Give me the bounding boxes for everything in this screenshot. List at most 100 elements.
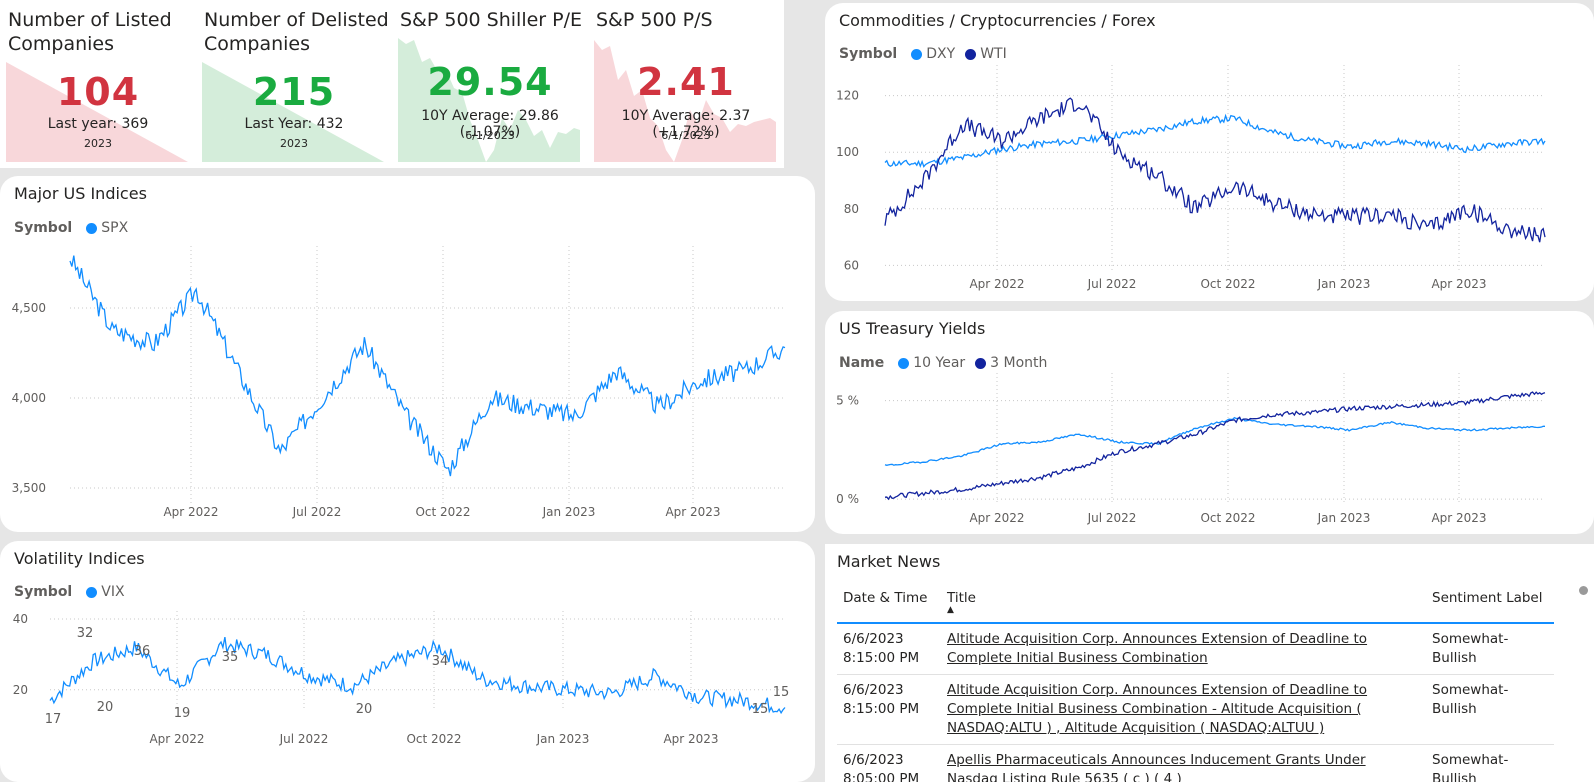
kpi-strip: Number of Listed Companies 104 Last year…: [0, 0, 784, 168]
commodities-line-chart[interactable]: 60 80 100 120 Apr 2022 Jul 2022 Oct 2022 Jan 20…: [825, 3, 1594, 301]
news-title-link[interactable]: Altitude Acquisition Corp. Announces Ext…: [941, 623, 1426, 675]
legend: Name 10 Year 3 Month: [839, 355, 1047, 371]
legend-label: Symbol: [14, 584, 73, 600]
legend-series[interactable]: 10 Year: [913, 355, 966, 371]
x-tick-label: Jul 2022: [1087, 511, 1137, 525]
vix-line-chart[interactable]: 20 40 Apr 2022 Jul 2022 Oct 2022 Jan 2023 Apr …: [0, 541, 815, 782]
kpi-title: S&P 500 Shiller P/E: [400, 9, 583, 31]
kpi-bg-shape: [202, 62, 384, 162]
news-datetime: 6/6/2023 8:15:00 PM: [837, 623, 941, 675]
sort-ascending-icon: ▲: [947, 605, 954, 615]
legend: Symbol DXY WTI: [839, 46, 1007, 62]
x-tick-label: Apr 2022: [149, 732, 204, 746]
treasury-visual[interactable]: US Treasury Yields Name 10 Year 3 Month …: [825, 311, 1594, 534]
visual-title: Volatility Indices: [14, 549, 145, 568]
legend-series[interactable]: WTI: [980, 46, 1007, 62]
y-tick-label: 120: [836, 89, 859, 103]
scrollbar-thumb[interactable]: [1579, 586, 1588, 595]
series-line-3-month[interactable]: [884, 391, 1546, 501]
x-tick-label: Apr 2022: [969, 277, 1024, 291]
x-tick-label: Oct 2022: [415, 505, 470, 519]
news-title-link[interactable]: Altitude Acquisition Corp. Announces Ext…: [941, 674, 1426, 745]
series-line-spx[interactable]: [69, 255, 786, 477]
data-label: 34: [432, 654, 449, 669]
visual-title: Major US Indices: [14, 184, 147, 203]
table-row: 6/6/2023 8:15:00 PM Altitude Acquisition …: [837, 623, 1554, 675]
series-line-wti[interactable]: [884, 97, 1546, 243]
legend-dot-icon: [86, 586, 98, 598]
series-line-dxy[interactable]: [884, 113, 1546, 168]
kpi-delisted-companies[interactable]: Number of Delisted Companies 215 Last Ye…: [196, 0, 392, 168]
market-news-visual[interactable]: Market News Date & Time Title ▲ Sentiment…: [825, 544, 1594, 782]
data-label: 20: [97, 700, 114, 715]
kpi-title: Number of Listed Companies: [8, 9, 172, 55]
x-tick-label: Jan 2023: [1317, 511, 1371, 525]
kpi-value: 215: [252, 70, 336, 114]
major-indices-visual[interactable]: Major US Indices Symbol SPX 3,500 4,000 4,…: [0, 176, 815, 532]
legend-dot-icon: [911, 48, 923, 60]
kpi-subtitle: Last Year: 432: [244, 116, 344, 132]
data-label: 19: [174, 706, 191, 721]
x-tick-label: Apr 2023: [1431, 277, 1486, 291]
commodities-visual[interactable]: Commodities / Cryptocurrencies / Forex S…: [825, 3, 1594, 301]
x-tick-label: Oct 2022: [1200, 511, 1255, 525]
data-label: 20: [356, 702, 373, 717]
column-header-sentiment[interactable]: Sentiment Label: [1426, 584, 1554, 624]
news-sentiment: Somewhat-Bullish: [1426, 674, 1554, 745]
visual-title: Market News: [837, 552, 941, 571]
legend-dot-icon: [898, 357, 910, 369]
table-row: 6/6/2023 8:15:00 PM Altitude Acquisition …: [837, 674, 1554, 745]
legend-series[interactable]: 3 Month: [990, 355, 1048, 371]
legend: Symbol SPX: [14, 220, 128, 236]
legend-label: Name: [839, 355, 885, 371]
kpi-subtitle: 10Y Average: 29.86 (-1.07%): [421, 108, 559, 140]
y-tick-label: 0 %: [836, 492, 859, 506]
x-tick-label: Apr 2023: [663, 732, 718, 746]
kpi-date: 6/1/2023: [661, 129, 711, 142]
legend-dot-icon: [86, 222, 98, 234]
kpi-bg-shape: [6, 62, 188, 162]
y-tick-label: 100: [836, 145, 859, 159]
news-sentiment: Somewhat-Bullish: [1426, 623, 1554, 675]
y-tick-label: 3,500: [12, 481, 46, 495]
news-sentiment: Somewhat-Bullish: [1426, 744, 1554, 782]
series-line-vix[interactable]: [49, 636, 786, 715]
legend: Symbol VIX: [14, 584, 125, 600]
series-line-10-year[interactable]: [884, 416, 1545, 466]
data-label: 36: [134, 644, 151, 659]
x-tick-label: Apr 2023: [665, 505, 720, 519]
column-header-date[interactable]: Date & Time: [837, 584, 941, 624]
kpi-date: 2023: [280, 137, 308, 150]
y-tick-label: 60: [844, 258, 859, 272]
x-tick-label: Jul 2022: [292, 505, 342, 519]
table-row: 6/6/2023 8:05:00 PM Apellis Pharmaceutica…: [837, 744, 1554, 782]
column-header-title[interactable]: Title ▲: [941, 584, 1426, 624]
x-tick-label: Apr 2023: [1431, 511, 1486, 525]
data-label: 32: [77, 626, 94, 641]
data-label: 17: [45, 712, 62, 727]
volatility-visual[interactable]: Volatility Indices Symbol VIX 20 40 Apr 20…: [0, 541, 815, 782]
legend-series[interactable]: SPX: [101, 220, 129, 236]
data-label: 35: [222, 650, 239, 665]
legend-series[interactable]: DXY: [926, 46, 956, 62]
legend-series[interactable]: VIX: [101, 584, 125, 600]
spx-line-chart[interactable]: 3,500 4,000 4,500 Apr 2022 Jul 2022 Oct 2022 J…: [0, 176, 815, 532]
kpi-value: 29.54: [427, 60, 553, 104]
kpi-listed-companies[interactable]: Number of Listed Companies 104 Last year…: [0, 0, 196, 168]
x-tick-label: Jul 2022: [279, 732, 329, 746]
kpi-price-sales[interactable]: S&P 500 P/S 2.41 10Y Average: 2.37 (+1.7…: [588, 0, 784, 168]
data-label: 15: [752, 702, 769, 717]
y-tick-label: 80: [844, 202, 859, 216]
kpi-sparkline-area: [594, 40, 776, 162]
kpi-title: S&P 500 P/S: [596, 9, 713, 31]
kpi-subtitle: Last year: 369: [47, 116, 149, 132]
legend-dot-icon: [965, 48, 977, 60]
data-label: 15: [773, 685, 790, 700]
kpi-shiller-pe[interactable]: S&P 500 Shiller P/E 29.54 10Y Average: 2…: [392, 0, 588, 168]
news-table: Date & Time Title ▲ Sentiment Label 6/6/2…: [837, 584, 1554, 782]
treasury-line-chart[interactable]: 0 % 5 % Apr 2022 Jul 2022 Oct 2022 Jan 2023 Ap…: [825, 311, 1594, 534]
y-tick-label: 4,000: [12, 391, 46, 405]
x-tick-label: Jan 2023: [536, 732, 590, 746]
news-title-link[interactable]: Apellis Pharmaceuticals Announces Induce…: [941, 744, 1426, 782]
legend-dot-icon: [975, 357, 987, 369]
